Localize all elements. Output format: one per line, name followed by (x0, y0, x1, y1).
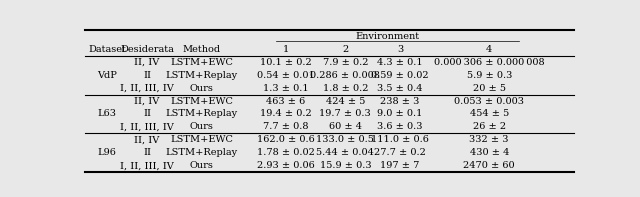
Text: LSTM+EWC: LSTM+EWC (170, 58, 233, 67)
Text: II, IV: II, IV (134, 97, 159, 106)
Text: Ours: Ours (189, 122, 214, 131)
Text: 430 ± 4: 430 ± 4 (470, 148, 509, 157)
Text: 19.7 ± 0.3: 19.7 ± 0.3 (319, 110, 371, 118)
Text: 1.78 ± 0.02: 1.78 ± 0.02 (257, 148, 315, 157)
Text: 20 ± 5: 20 ± 5 (473, 84, 506, 93)
Text: 10.1 ± 0.2: 10.1 ± 0.2 (260, 58, 312, 67)
Text: II: II (143, 71, 151, 80)
Text: 0.053 ± 0.003: 0.053 ± 0.003 (454, 97, 524, 106)
Text: I, II, III, IV: I, II, III, IV (120, 84, 174, 93)
Text: L63: L63 (98, 110, 116, 118)
Text: 26 ± 2: 26 ± 2 (472, 122, 506, 131)
Text: 238 ± 3: 238 ± 3 (380, 97, 420, 106)
Text: 197 ± 7: 197 ± 7 (380, 161, 420, 170)
Text: 133.0 ± 0.5: 133.0 ± 0.5 (316, 135, 374, 144)
Text: 60 ± 4: 60 ± 4 (329, 122, 362, 131)
Text: 0.000 306 ± 0.000 008: 0.000 306 ± 0.000 008 (434, 58, 545, 67)
Text: LSTM+Replay: LSTM+Replay (166, 148, 237, 157)
Text: 27.7 ± 0.2: 27.7 ± 0.2 (374, 148, 426, 157)
Text: 332 ± 3: 332 ± 3 (470, 135, 509, 144)
Text: Ours: Ours (189, 161, 214, 170)
Text: 2470 ± 60: 2470 ± 60 (463, 161, 515, 170)
Text: 2: 2 (342, 45, 349, 54)
Text: 5.44 ± 0.04: 5.44 ± 0.04 (316, 148, 374, 157)
Text: LSTM+EWC: LSTM+EWC (170, 135, 233, 144)
Text: 7.7 ± 0.8: 7.7 ± 0.8 (263, 122, 308, 131)
Text: 454 ± 5: 454 ± 5 (470, 110, 509, 118)
Text: 3: 3 (397, 45, 403, 54)
Text: Method: Method (182, 45, 221, 54)
Text: II, IV: II, IV (134, 58, 159, 67)
Text: 463 ± 6: 463 ± 6 (266, 97, 305, 106)
Text: II, IV: II, IV (134, 135, 159, 144)
Text: 1.3 ± 0.1: 1.3 ± 0.1 (263, 84, 308, 93)
Text: Ours: Ours (189, 84, 214, 93)
Text: 4: 4 (486, 45, 492, 54)
Text: II: II (143, 148, 151, 157)
Text: LSTM+Replay: LSTM+Replay (166, 71, 237, 80)
Text: 424 ± 5: 424 ± 5 (326, 97, 365, 106)
Text: 2.93 ± 0.06: 2.93 ± 0.06 (257, 161, 315, 170)
Text: L96: L96 (98, 148, 116, 157)
Text: Desiderata: Desiderata (120, 45, 174, 54)
Text: 3.6 ± 0.3: 3.6 ± 0.3 (377, 122, 422, 131)
Text: 9.0 ± 0.1: 9.0 ± 0.1 (377, 110, 422, 118)
Text: LSTM+Replay: LSTM+Replay (166, 110, 237, 118)
Text: Environment: Environment (355, 32, 420, 41)
Text: 111.0 ± 0.6: 111.0 ± 0.6 (371, 135, 429, 144)
Text: 15.9 ± 0.3: 15.9 ± 0.3 (319, 161, 371, 170)
Text: Dataset: Dataset (88, 45, 126, 54)
Text: LSTM+EWC: LSTM+EWC (170, 97, 233, 106)
Text: 3.5 ± 0.4: 3.5 ± 0.4 (377, 84, 422, 93)
Text: 1: 1 (283, 45, 289, 54)
Text: 5.9 ± 0.3: 5.9 ± 0.3 (467, 71, 512, 80)
Text: I, II, III, IV: I, II, III, IV (120, 122, 174, 131)
Text: VdP: VdP (97, 71, 117, 80)
Text: 162.0 ± 0.6: 162.0 ± 0.6 (257, 135, 315, 144)
Text: 0.59 ± 0.02: 0.59 ± 0.02 (371, 71, 429, 80)
Text: 4.3 ± 0.1: 4.3 ± 0.1 (377, 58, 423, 67)
Text: I, II, III, IV: I, II, III, IV (120, 161, 174, 170)
Text: 0.54 ± 0.01: 0.54 ± 0.01 (257, 71, 315, 80)
Text: 1.8 ± 0.2: 1.8 ± 0.2 (323, 84, 368, 93)
Text: II: II (143, 110, 151, 118)
Text: 0.286 ± 0.008: 0.286 ± 0.008 (310, 71, 380, 80)
Text: 19.4 ± 0.2: 19.4 ± 0.2 (260, 110, 312, 118)
Text: 7.9 ± 0.2: 7.9 ± 0.2 (323, 58, 368, 67)
